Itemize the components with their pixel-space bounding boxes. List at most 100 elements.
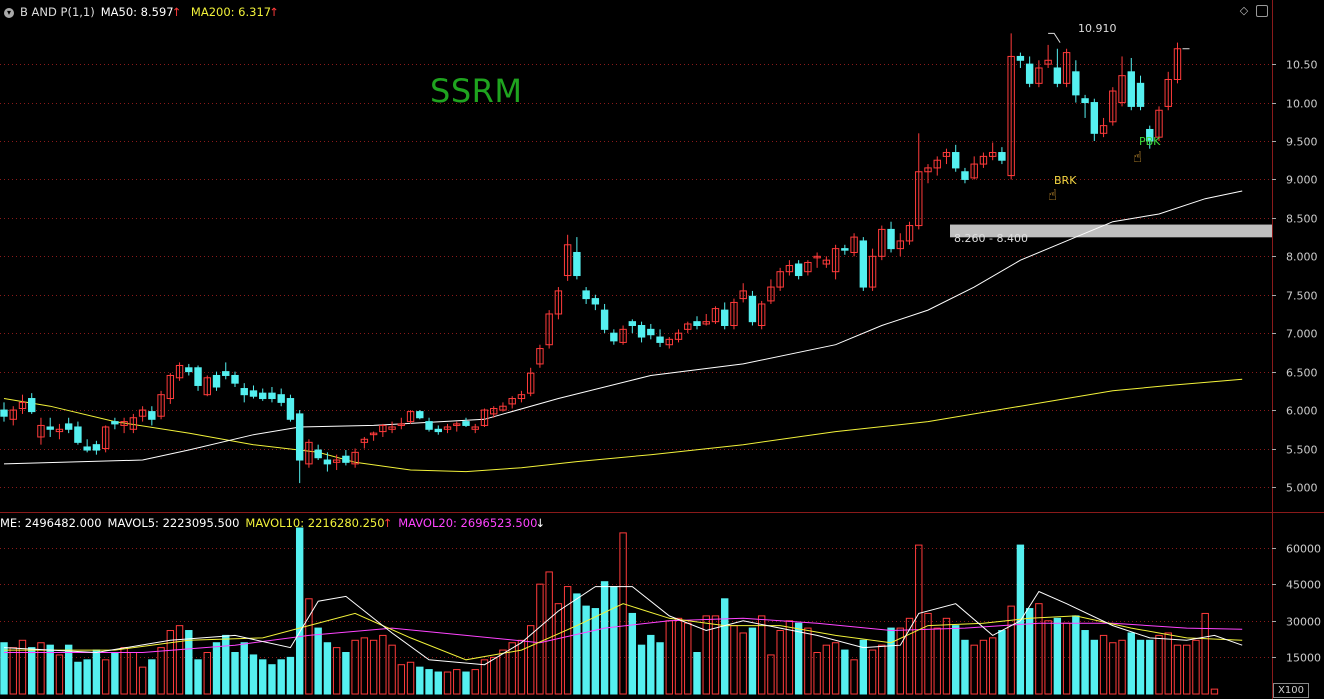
volume-bar-down [462, 671, 470, 695]
candle-down [1090, 102, 1099, 134]
volume-bar-down [323, 642, 332, 695]
volume-bar-up [1192, 639, 1200, 695]
candle-up [55, 428, 64, 433]
candle-down [573, 251, 581, 277]
volume-tick-label: 60000 [1286, 543, 1321, 556]
candle-up [831, 248, 840, 273]
candle-down [721, 309, 729, 326]
candle-up [369, 432, 378, 436]
candle-down [1081, 98, 1089, 104]
volume-bar-up [1007, 605, 1015, 695]
volume-bar-up [850, 659, 858, 695]
price-tick-label: 7.500 [1286, 290, 1318, 303]
candle-up [471, 426, 479, 430]
volume-bar-up [1035, 603, 1043, 695]
volume-bar-up [369, 639, 378, 695]
volume-bar-up [942, 617, 951, 695]
candle-up [933, 159, 941, 169]
volume-bar-down [1072, 615, 1080, 695]
volume-bar-down [212, 642, 221, 695]
volume-bar-up [1044, 620, 1052, 695]
volume-bar-down [286, 656, 295, 695]
volume-bar-up [767, 654, 775, 695]
volume-bar-up [9, 647, 17, 695]
candle-up [924, 167, 932, 173]
price-tick-label: 10.50 [1286, 59, 1318, 72]
volume-bar-up [702, 615, 710, 695]
candle-down [841, 248, 849, 251]
candle-down [259, 392, 267, 400]
volume-bar-down [277, 659, 285, 695]
volume-bar-up [120, 647, 128, 695]
volume-bar-down [0, 642, 8, 695]
volume-bar-up [804, 627, 812, 695]
ma200-label: MA200: 6.317 [190, 5, 272, 19]
ma50-line [3, 190, 1243, 465]
candle-down [286, 398, 295, 420]
candle-down [277, 394, 285, 403]
volume-bar-down [28, 647, 36, 695]
candle-up [988, 152, 997, 157]
volume-bar-up [1109, 642, 1117, 695]
volume-bar-up [453, 669, 461, 695]
candle-up [138, 409, 147, 417]
ma50-label: MA50: 8.597 [100, 5, 174, 19]
volume-tick-label: 15000 [1286, 652, 1321, 665]
volume-bar-down [148, 659, 156, 695]
candle-up [711, 308, 720, 323]
volume-bar-down [111, 652, 119, 695]
volume-bar-up [499, 649, 507, 695]
volume-bar-down [628, 612, 637, 695]
volume-bar-up [822, 644, 831, 695]
candle-up [480, 409, 489, 426]
ticker-symbol: SSRM [430, 72, 523, 110]
chevron-down-icon[interactable]: ▾ [4, 7, 14, 18]
candle-up [1155, 109, 1163, 138]
candle-up [508, 398, 516, 405]
volume-bar-up [37, 642, 45, 695]
volume-bar-up [166, 630, 175, 695]
volume-bar-down [416, 666, 424, 695]
mavol10-arrow-icon: ↑ [382, 516, 393, 530]
candle-down [1072, 71, 1080, 96]
volume-bar-down [222, 634, 230, 695]
volume-bar-up [674, 617, 683, 695]
volume-bar-up [684, 622, 692, 695]
volume-bar-down [721, 598, 729, 695]
volume-label: ME: 2496482.000 [0, 516, 102, 530]
candle-up [776, 271, 784, 288]
candle-down [600, 309, 609, 330]
mavol5-line [3, 586, 1243, 666]
volume-bar-down [573, 593, 581, 695]
candle-up [757, 303, 766, 327]
hand-pointer-icon: ☝ [1048, 186, 1058, 204]
mavol20-line [4, 617, 1243, 653]
candle-up [822, 259, 831, 265]
volume-bar-up [536, 583, 544, 695]
support-zone-band [950, 224, 1272, 238]
volume-bar-up [157, 647, 165, 695]
volume-bar-down [425, 669, 433, 695]
candle-up [1062, 52, 1071, 84]
volume-bar-down [841, 649, 849, 695]
price-tick-label: 5.000 [1286, 482, 1318, 495]
candle-up [18, 401, 27, 410]
ma50-arrow-icon: ↑ [171, 5, 182, 19]
restore-window-icon[interactable] [1256, 5, 1268, 17]
candle-up [388, 426, 396, 430]
diamond-icon[interactable]: ◇ [1239, 4, 1249, 17]
price-tick-label: 6.000 [1286, 405, 1318, 418]
volume-bar-up [878, 644, 886, 695]
candle-up [175, 364, 184, 379]
candle-down [656, 336, 664, 343]
price-tick-label: 8.500 [1286, 213, 1318, 226]
volume-bar-down [952, 625, 960, 695]
candle-up [397, 423, 406, 426]
candle-up [563, 244, 572, 277]
candle-down [434, 428, 442, 433]
volume-bar-down [249, 654, 258, 695]
price-tick-label: 7.000 [1286, 328, 1318, 341]
candle-down [628, 321, 637, 326]
candle-down [212, 374, 221, 388]
candle-down [462, 421, 470, 426]
